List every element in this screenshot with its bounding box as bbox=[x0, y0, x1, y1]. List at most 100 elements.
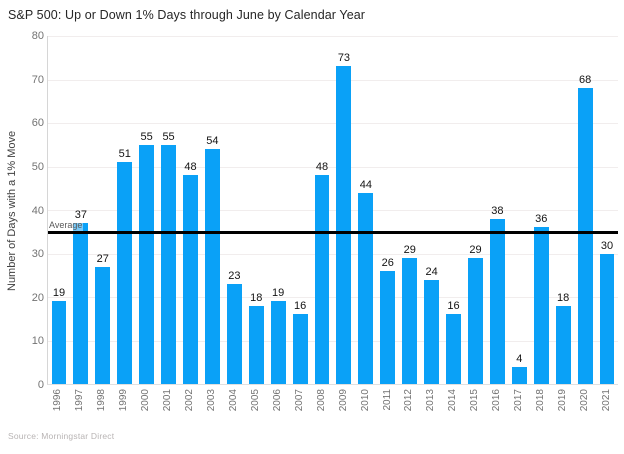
y-tick-label: 30 bbox=[31, 248, 44, 261]
bar-column: 29 bbox=[465, 36, 487, 384]
bar-value-label: 37 bbox=[74, 209, 87, 222]
x-tick-label: 2011 bbox=[381, 389, 393, 411]
average-label: Average bbox=[49, 219, 84, 231]
bar bbox=[336, 66, 352, 384]
bar-value-label: 19 bbox=[52, 287, 66, 300]
x-tick-label: 2000 bbox=[139, 389, 151, 412]
gridline bbox=[48, 210, 618, 211]
bar-value-label: 51 bbox=[118, 148, 131, 161]
bar-value-label: 30 bbox=[600, 239, 614, 252]
bar-column: 18 bbox=[245, 36, 267, 384]
bar bbox=[599, 253, 615, 384]
x-tick-label: 2012 bbox=[403, 389, 415, 412]
bar-value-label: 16 bbox=[293, 300, 307, 313]
x-tick-label: 2018 bbox=[535, 389, 547, 412]
bar bbox=[183, 175, 198, 384]
bar bbox=[533, 227, 549, 384]
y-tick-label: 10 bbox=[31, 335, 44, 348]
bar-value-label: 19 bbox=[272, 287, 285, 300]
bar-column: 55 bbox=[136, 36, 158, 384]
bar bbox=[489, 218, 505, 384]
y-tick-label: 20 bbox=[31, 291, 44, 304]
x-tick-label: 2010 bbox=[359, 389, 371, 412]
bar-column: 18 bbox=[552, 36, 574, 384]
bar-column: 48 bbox=[311, 36, 333, 384]
bar-column: 30 bbox=[596, 36, 618, 384]
bar bbox=[226, 283, 242, 384]
bar bbox=[424, 279, 440, 384]
bar bbox=[51, 301, 67, 384]
bar bbox=[358, 192, 374, 384]
bar-column: 16 bbox=[443, 36, 465, 384]
bar-value-label: 73 bbox=[337, 52, 351, 65]
bar-column: 19 bbox=[48, 36, 70, 384]
bar-value-label: 55 bbox=[140, 130, 153, 143]
y-tick-label: 40 bbox=[31, 204, 44, 217]
bar-value-label: 18 bbox=[250, 291, 263, 304]
average-line bbox=[48, 231, 618, 235]
bar bbox=[270, 301, 286, 384]
bar-column: 54 bbox=[201, 36, 223, 384]
x-axis-labels: 1996 1997 1998 1999 2000 2001 2002 2003 2004 2005… bbox=[47, 389, 618, 429]
bar bbox=[248, 305, 264, 384]
x-tick-label: 2003 bbox=[205, 389, 217, 412]
bar bbox=[292, 314, 308, 384]
gridline bbox=[48, 36, 618, 37]
bar bbox=[380, 270, 396, 384]
x-tick-label: 2007 bbox=[293, 389, 305, 412]
bar-value-label: 23 bbox=[228, 269, 241, 282]
bar-column: 55 bbox=[158, 36, 180, 384]
x-tick-label: 2004 bbox=[227, 389, 239, 412]
bar-column: 23 bbox=[223, 36, 245, 384]
bar-value-label: 48 bbox=[315, 161, 329, 174]
bar-value-label: 4 bbox=[516, 352, 523, 365]
bar-value-label: 29 bbox=[403, 243, 416, 256]
bar-value-label: 55 bbox=[162, 130, 175, 143]
bar-column: 4 bbox=[508, 36, 530, 384]
x-tick-label: 2016 bbox=[491, 389, 503, 412]
gridline bbox=[48, 253, 618, 255]
x-tick-label: 1997 bbox=[73, 389, 85, 412]
bar-value-label: 68 bbox=[578, 74, 592, 87]
gridline bbox=[48, 297, 618, 298]
bar-column: 19 bbox=[267, 36, 289, 384]
x-tick-label: 2008 bbox=[315, 389, 327, 412]
x-tick-label: 2005 bbox=[249, 389, 261, 412]
bar-column: 48 bbox=[180, 36, 202, 384]
bar bbox=[555, 305, 571, 384]
bar-column: 24 bbox=[421, 36, 443, 384]
gridline bbox=[48, 166, 618, 168]
bar bbox=[204, 149, 220, 384]
x-tick-label: 2013 bbox=[425, 389, 437, 412]
gridline bbox=[48, 123, 618, 124]
x-tick-label: 2001 bbox=[161, 389, 173, 412]
bar-value-label: 29 bbox=[469, 243, 482, 256]
x-tick-label: 2009 bbox=[337, 389, 349, 412]
x-tick-label: 2002 bbox=[183, 389, 195, 412]
x-tick-label: 1996 bbox=[51, 389, 63, 412]
y-tick-label: 70 bbox=[31, 73, 44, 86]
x-tick-label: 2020 bbox=[579, 389, 591, 412]
x-tick-label: 2017 bbox=[513, 389, 525, 412]
chart-title: S&P 500: Up or Down 1% Days through June… bbox=[8, 8, 366, 22]
bar-column: 73 bbox=[333, 36, 355, 384]
gridline bbox=[48, 340, 618, 342]
x-tick-label: 1998 bbox=[95, 389, 107, 412]
bar bbox=[73, 223, 89, 384]
bar-column: 16 bbox=[289, 36, 311, 384]
bar-value-label: 24 bbox=[425, 265, 438, 278]
bar bbox=[139, 144, 155, 384]
bar-value-label: 48 bbox=[184, 161, 197, 174]
bar bbox=[577, 88, 593, 384]
y-axis-ticks: 0 10 20 30 40 50 60 70 80 bbox=[0, 30, 46, 391]
plot-area: 19 37 27 51 55 55 48 54 23 18 19 16 48 73 44 26 29 24 16 29… bbox=[47, 36, 618, 385]
bar bbox=[402, 257, 418, 384]
bar-value-label: 26 bbox=[381, 256, 394, 269]
bar-column: 44 bbox=[355, 36, 377, 384]
bar-value-label: 18 bbox=[557, 291, 570, 304]
bar-value-label: 27 bbox=[96, 252, 109, 265]
x-tick-label: 2014 bbox=[447, 389, 459, 412]
y-tick-label: 50 bbox=[31, 160, 44, 173]
bar-value-label: 16 bbox=[447, 300, 460, 313]
